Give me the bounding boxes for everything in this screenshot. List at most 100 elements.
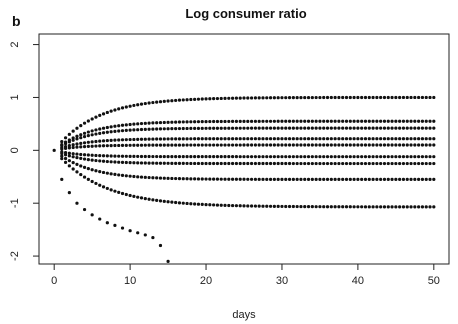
data-point <box>82 141 87 145</box>
data-point <box>360 126 364 130</box>
data-point <box>90 179 94 184</box>
data-point <box>94 181 98 186</box>
data-point <box>117 107 121 111</box>
data-point <box>310 95 314 100</box>
data-point <box>117 160 121 164</box>
data-point <box>325 155 330 159</box>
data-point <box>105 125 109 130</box>
data-point <box>155 121 159 125</box>
data-point <box>120 143 125 147</box>
data-point <box>208 155 212 159</box>
data-point <box>174 98 178 103</box>
data-point <box>120 191 125 196</box>
data-point <box>158 199 163 203</box>
data-point <box>185 126 189 131</box>
data-point <box>337 205 341 209</box>
data-point <box>325 161 330 166</box>
data-point <box>136 137 140 141</box>
data-point <box>219 137 223 141</box>
data-point <box>310 205 314 209</box>
data-point <box>117 143 121 148</box>
data-point <box>151 161 155 165</box>
data-point <box>63 153 68 157</box>
data-point <box>94 128 98 132</box>
data-point <box>268 161 273 166</box>
data-point <box>409 155 413 159</box>
x-tick-label: 0 <box>51 275 57 287</box>
data-point <box>265 137 269 141</box>
data-point <box>405 119 409 123</box>
data-point <box>139 175 144 179</box>
data-point <box>174 176 178 181</box>
data-point <box>367 205 371 209</box>
data-point <box>98 131 102 135</box>
data-point <box>101 170 106 175</box>
data-point <box>276 96 280 100</box>
data-point <box>360 161 364 166</box>
data-point <box>170 127 174 131</box>
data-point <box>360 143 364 147</box>
y-tick-label: 0 <box>9 147 21 153</box>
data-point <box>390 95 394 100</box>
data-point <box>166 161 170 165</box>
data-point <box>405 155 409 159</box>
data-point <box>299 177 303 181</box>
data-point <box>215 203 220 207</box>
data-point <box>367 126 371 130</box>
data-point <box>356 95 360 100</box>
data-point <box>382 119 387 123</box>
data-point <box>401 177 406 182</box>
data-point <box>432 205 436 209</box>
data-point <box>71 145 75 150</box>
data-point <box>401 126 406 130</box>
data-point <box>352 119 356 123</box>
data-point <box>329 155 333 159</box>
data-point <box>413 177 417 182</box>
data-point <box>246 155 250 159</box>
data-point <box>219 161 223 166</box>
data-point <box>219 126 223 130</box>
data-point <box>303 137 307 141</box>
x-tick-label: 50 <box>428 275 440 287</box>
x-tick-label: 10 <box>124 275 136 287</box>
data-point <box>287 126 292 130</box>
data-point <box>86 140 90 144</box>
data-point <box>291 96 295 100</box>
x-axis-label: days <box>232 309 256 321</box>
data-point <box>310 143 314 147</box>
data-point <box>128 229 132 233</box>
data-point <box>398 177 402 182</box>
data-point <box>162 176 166 180</box>
data-points <box>52 95 436 263</box>
data-point <box>276 204 280 208</box>
data-point <box>322 177 326 181</box>
data-point <box>333 205 337 209</box>
data-point <box>177 201 182 205</box>
data-point <box>432 126 436 130</box>
data-point <box>390 161 394 166</box>
data-point <box>413 205 417 209</box>
data-point <box>428 161 432 166</box>
data-point <box>249 96 254 100</box>
data-point <box>208 177 212 181</box>
data-point <box>299 204 303 209</box>
data-point <box>174 161 178 165</box>
data-point <box>265 177 269 181</box>
data-point <box>219 155 223 159</box>
data-point <box>276 143 280 147</box>
data-point <box>170 155 174 159</box>
data-point <box>420 126 425 130</box>
data-point <box>162 137 166 141</box>
data-point <box>238 119 242 123</box>
data-point <box>242 137 246 141</box>
data-point <box>386 126 390 130</box>
data-point <box>303 126 307 130</box>
data-point <box>295 155 299 159</box>
data-point <box>344 137 349 141</box>
data-point <box>82 145 87 149</box>
data-point <box>257 161 261 166</box>
data-point <box>231 126 235 130</box>
data-point <box>363 205 368 209</box>
data-point <box>322 119 326 123</box>
data-point <box>424 205 428 209</box>
